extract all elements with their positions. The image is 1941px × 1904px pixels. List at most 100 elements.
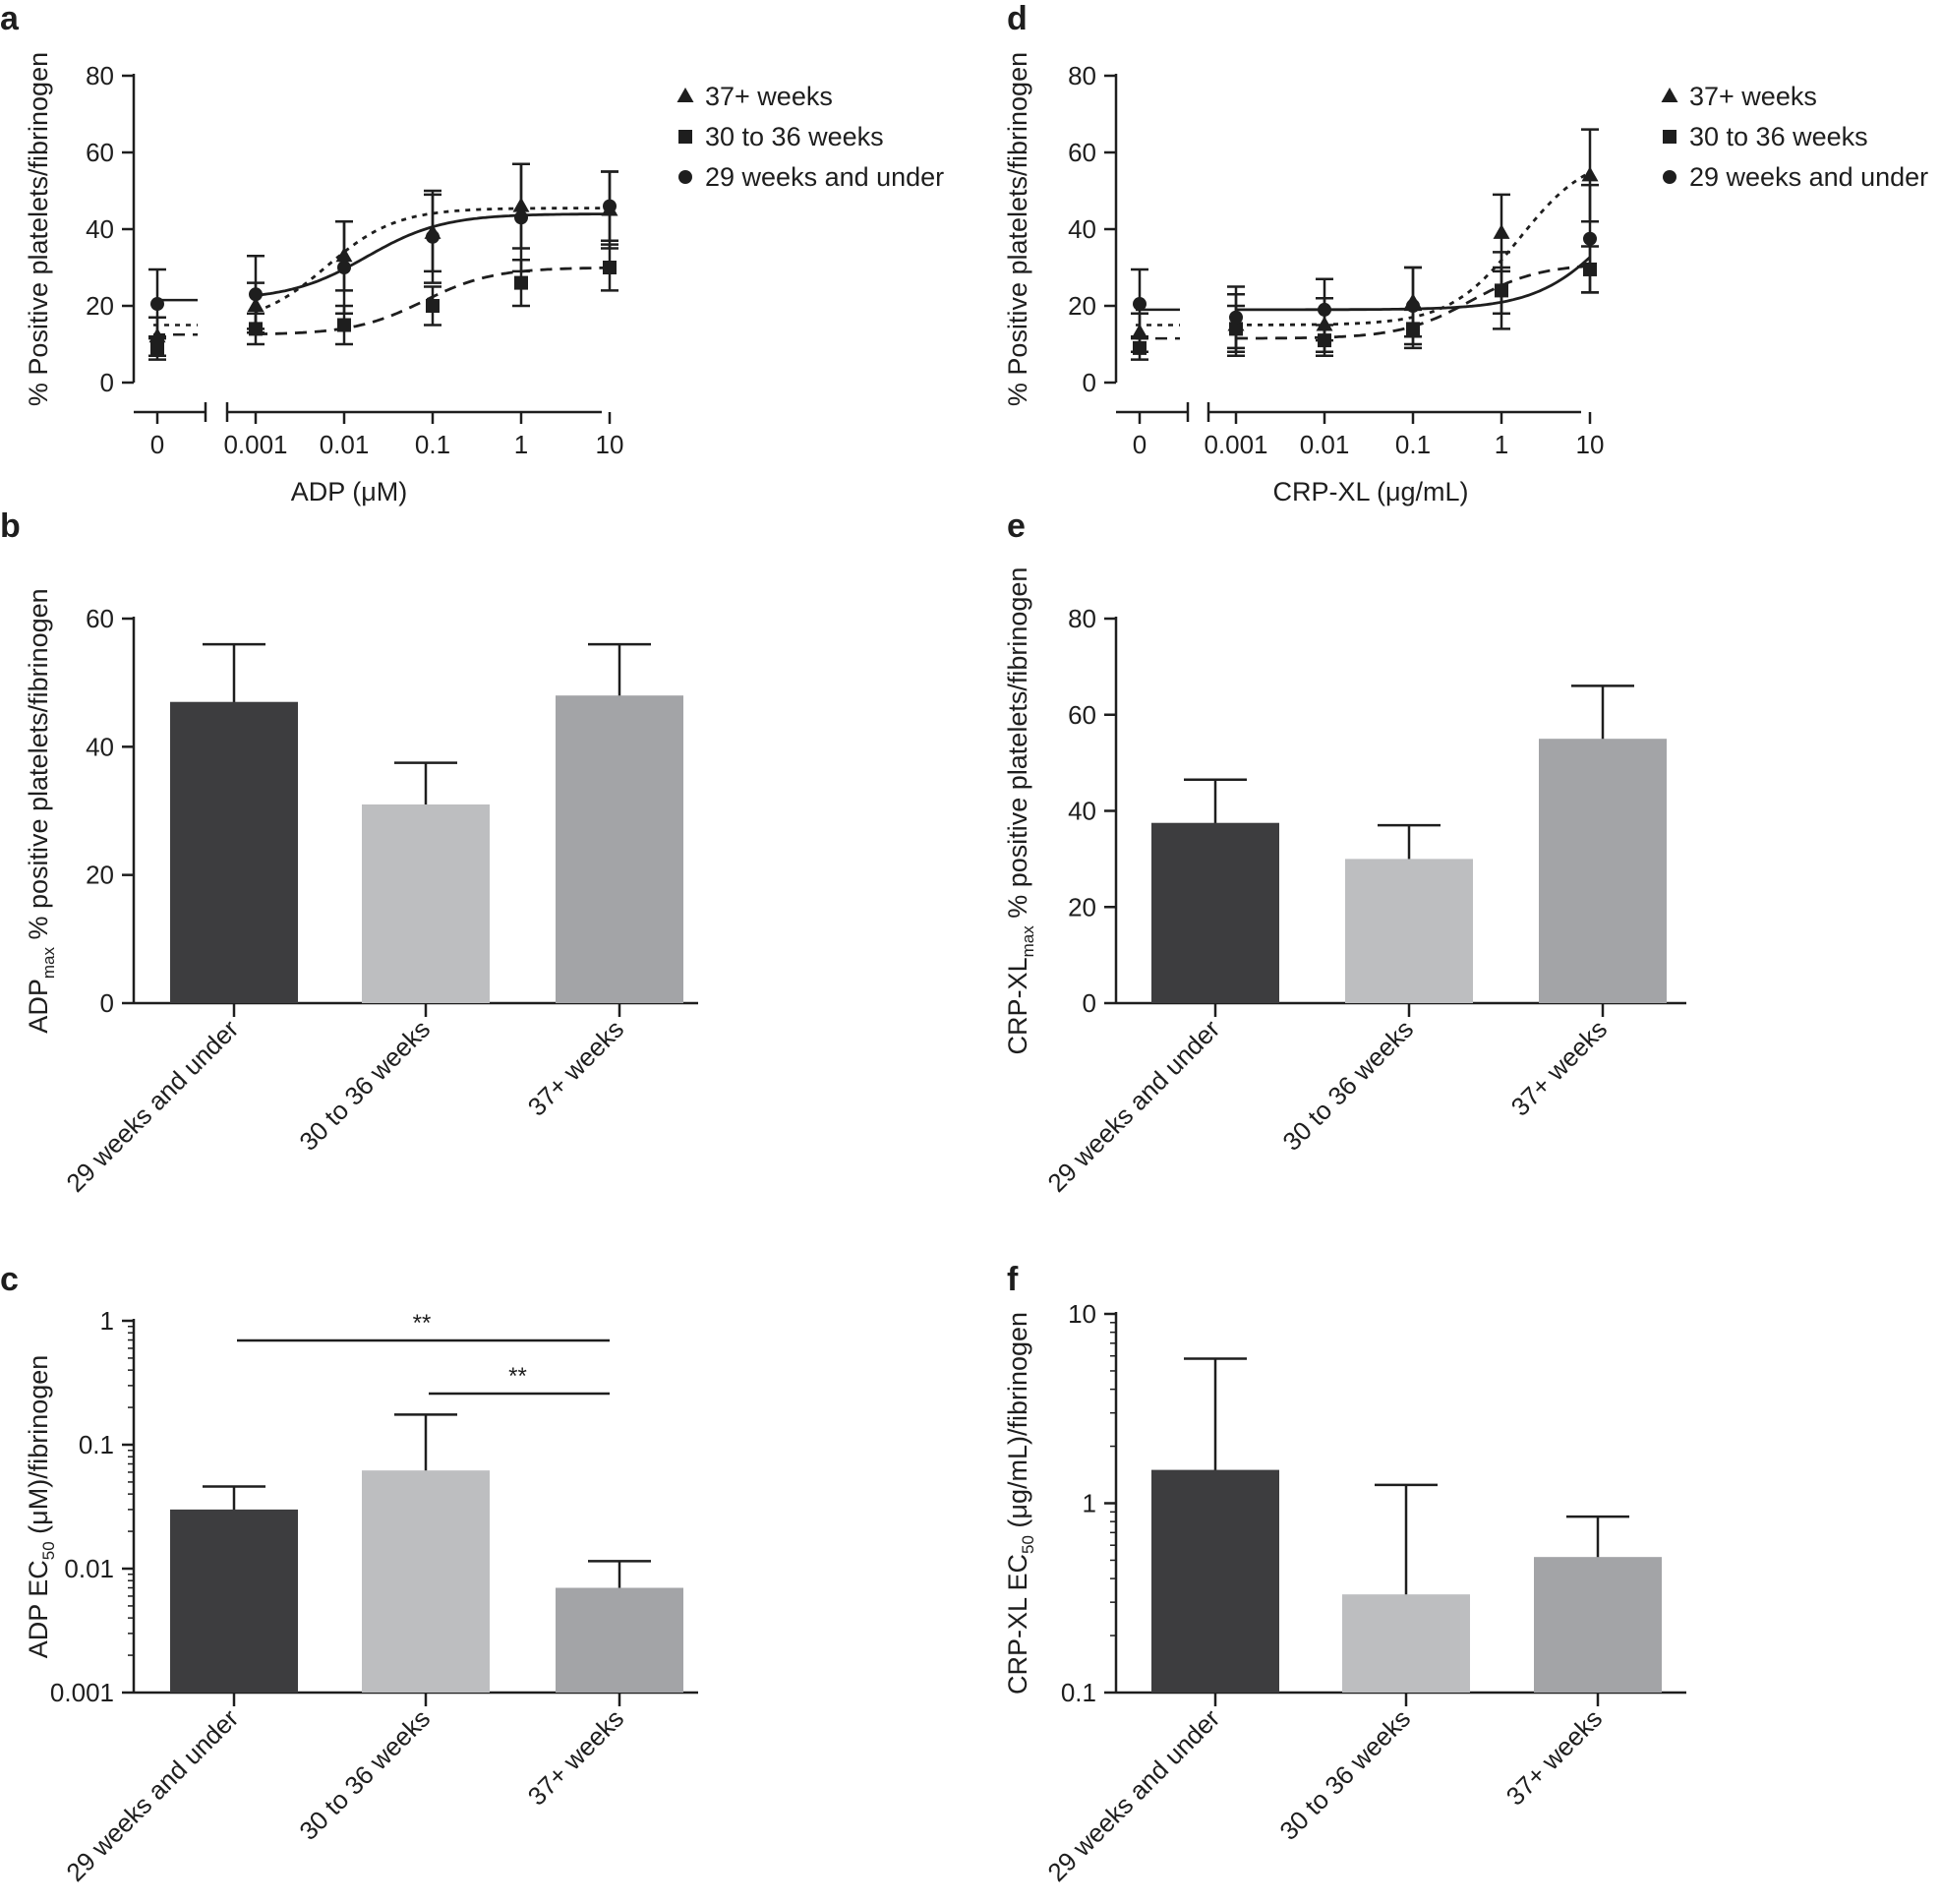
legend-marker [1663,130,1676,144]
legend-marker [678,170,692,184]
series-square [148,243,618,361]
legend-entry: 37+ weeks [705,82,833,111]
data-point [1583,231,1597,246]
y-axis-title-subscript: max [39,947,58,980]
data-point [1133,340,1147,355]
x-tick-label: 0.01 [320,430,370,459]
data-point [150,297,164,312]
y-axis-title-rest: % positive platelets/fibrinogen [1003,567,1032,926]
x-tick-label: 30 to 36 weeks [293,1703,436,1846]
y-tick-label: 80 [86,61,114,90]
data-point [1133,297,1147,312]
panel-letter: f [1007,1261,1019,1298]
data-point [337,261,351,274]
x-tick-label: 0.1 [415,430,450,459]
data-point [1229,310,1243,325]
bar [556,695,683,1003]
y-tick-label: 60 [1068,700,1096,730]
y-axis-title: CRP-XL EC50 (μg/mL)/fibrinogen [1003,1312,1037,1695]
y-axis-title: CRP-XLmax % positive platelets/fibrinoge… [1003,567,1037,1055]
series-circle [148,162,618,340]
data-point [1581,166,1599,182]
bar [170,1509,298,1693]
data-point [514,275,528,290]
y-tick-label: 0.01 [64,1554,114,1583]
bar [1345,859,1473,1003]
data-point [426,229,440,244]
y-axis-title-subscript: 50 [39,1541,58,1560]
legend-entry: 37+ weeks [1689,82,1817,111]
x-tick-label: 0.01 [1300,430,1350,459]
x-tick-label: 0 [150,430,164,459]
x-tick-label: 1 [514,430,528,459]
y-tick-label: 0.1 [1061,1678,1096,1707]
series-triangle [1131,128,1599,357]
data-point [1318,302,1331,317]
y-tick-label: 40 [86,214,114,244]
x-tick-label: 37+ weeks [1500,1703,1609,1812]
y-tick-label: 0 [1083,368,1096,397]
bar [170,701,298,1003]
data-point [150,340,164,355]
y-tick-label: 0 [100,988,114,1018]
panel-e: e 0 20 40 60 80 CRP-XLmax % positive platelets… [1003,507,1686,1198]
data-point [603,199,617,213]
x-tick-label: 0 [1133,430,1147,459]
y-tick-label: 1 [1083,1489,1096,1518]
fit-curve [255,207,610,313]
significance-label: ** [413,1310,432,1337]
bar [362,803,490,1003]
data-point [1493,223,1510,239]
x-tick-label: 29 weeks and under [1041,1014,1225,1198]
y-axis-title: ADP EC50 (μM)/fibrinogen [24,1355,58,1659]
series-circle [1131,183,1599,350]
series-triangle [148,162,618,357]
x-tick-label: 30 to 36 weeks [293,1014,436,1157]
legend-entry: 29 weeks and under [705,162,944,192]
legend-entry: 30 to 36 weeks [705,122,884,151]
x-tick-label: 30 to 36 weeks [1273,1703,1416,1846]
panel-letter: a [0,0,20,37]
y-tick-label: 20 [86,861,114,890]
panel-c: c 0.001 0.01 0.1 1 ADP EC50 (μM)/fibrinogen 29… [0,1261,698,1887]
bar [1151,1469,1279,1693]
legend-entry: 30 to 36 weeks [1689,122,1868,151]
panel-letter: b [0,507,21,545]
x-tick-label: 37+ weeks [1505,1014,1614,1122]
bar [1342,1594,1470,1693]
legend-marker [678,130,692,144]
panel-letter: d [1007,0,1028,37]
x-tick-label: 29 weeks and under [60,1703,244,1887]
data-point [426,299,440,313]
y-axis-title-rest: % positive platelets/fibrinogen [24,588,53,947]
x-tick-label: 0.001 [1204,430,1267,459]
y-tick-label: 40 [86,732,114,761]
panel-letter: e [1007,507,1026,545]
y-axis-title-rest: (μg/mL)/fibrinogen [1003,1312,1032,1535]
data-point [1406,299,1420,313]
x-tick-label: 0.1 [1395,430,1431,459]
y-axis-title-main: CRP-XL EC [1003,1554,1032,1695]
y-axis-title-main: CRP-XL [1003,957,1032,1054]
x-tick-label: 10 [1576,430,1605,459]
y-tick-label: 80 [1068,604,1096,633]
y-axis-title-subscript: max [1019,925,1037,958]
bar [1151,822,1279,1003]
data-point [337,318,351,332]
data-point [603,261,617,274]
y-tick-label: 20 [1068,291,1096,321]
y-axis-title: ADPmax % positive platelets/fibrinogen [24,588,58,1033]
legend-marker [1661,88,1678,102]
y-tick-label: 1 [100,1306,114,1336]
x-tick-label: 29 weeks and under [60,1014,244,1198]
y-tick-label: 80 [1068,61,1096,90]
y-axis-title-rest: (μM)/fibrinogen [24,1355,53,1542]
panel-b: b 0 20 40 60 ADPmax % positive platelets/fibr… [0,507,698,1198]
bar [556,1587,683,1693]
y-tick-label: 20 [86,291,114,321]
x-tick-label: 30 to 36 weeks [1276,1014,1419,1157]
y-tick-label: 0.001 [50,1678,114,1707]
data-point [249,287,263,302]
x-axis-title: CRP-XL (μg/mL) [1272,477,1468,506]
